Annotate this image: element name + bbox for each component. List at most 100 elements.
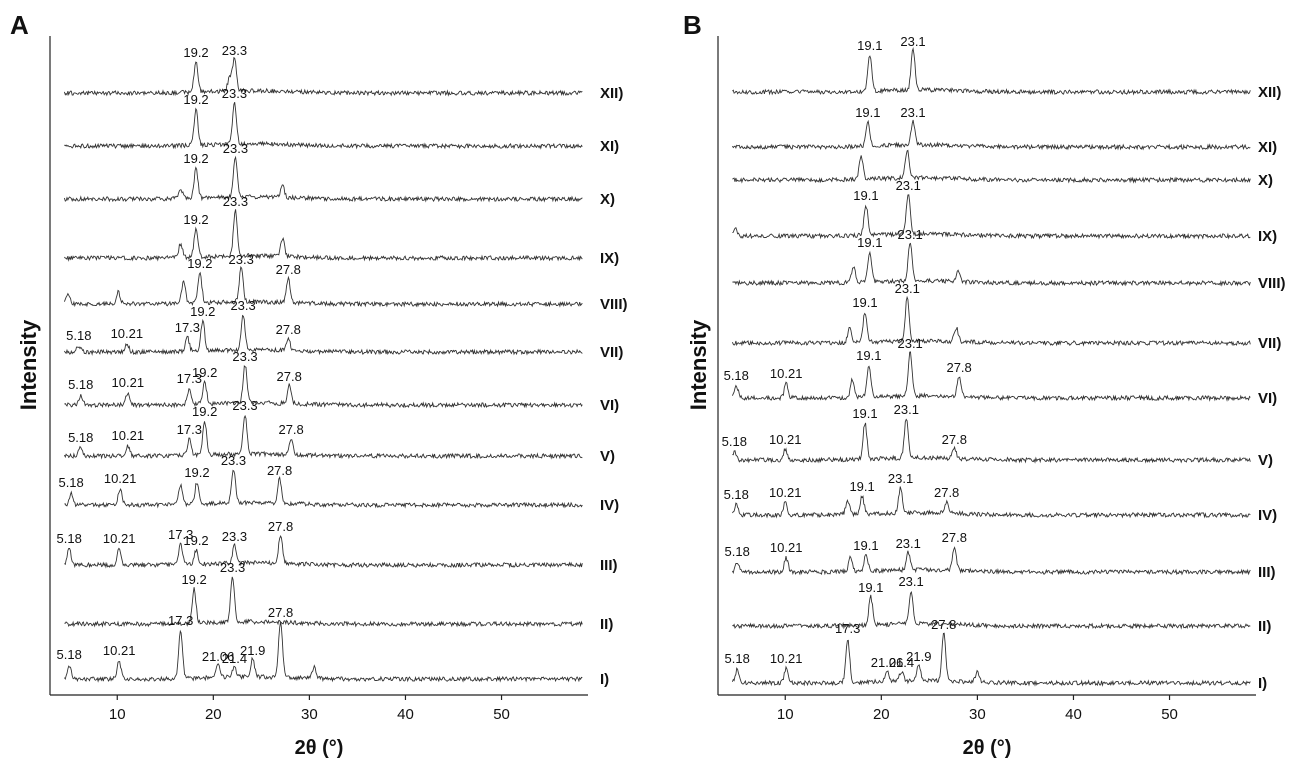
trace-name-label: I): [600, 671, 609, 688]
peak-label: 27.8: [942, 432, 967, 447]
peak-label: 23.3: [222, 43, 247, 58]
peak-label: 5.18: [722, 434, 747, 449]
peak-label: 27.8: [268, 519, 293, 534]
peak-label: 27.8: [931, 617, 956, 632]
x-tick-label: 40: [397, 706, 414, 723]
peak-label: 23.1: [896, 536, 921, 551]
trace-line: [731, 546, 1251, 576]
trace-xi: XI) 19.2 23.3: [64, 86, 619, 155]
trace-xii: XII) 19.2 23.3: [63, 43, 623, 102]
peak-label: 17.3: [177, 371, 202, 386]
peak-label: 23.3: [232, 349, 257, 364]
peak-label: 19.2: [183, 92, 208, 107]
x-axis-label: 2θ (°): [295, 737, 344, 759]
trace-iv: IV) 5.18 10.21 19.2 23.3 27.8: [58, 453, 619, 514]
x-tick-label: 20: [205, 706, 222, 723]
trace-line: [64, 621, 583, 683]
peak-label: 23.3: [229, 252, 254, 267]
peak-label: 27.8: [278, 422, 303, 437]
trace-line: [63, 265, 583, 308]
trace-name-label: VIII): [600, 296, 628, 313]
peak-label: 21.4: [222, 651, 247, 666]
peak-label: 5.18: [724, 368, 749, 383]
trace-iv: IV) 5.18 10.21 19.1 23.1 27.8: [724, 471, 1278, 524]
peak-label: 23.3: [230, 298, 255, 313]
trace-xii: XII) 19.1 23.1: [732, 34, 1281, 101]
peak-label: 10.21: [103, 643, 136, 658]
trace-name-label: V): [1258, 452, 1273, 469]
peak-label: 5.18: [57, 647, 82, 662]
peak-label: 17.3: [177, 422, 202, 437]
x-tick-label: 10: [109, 706, 126, 723]
trace-iii: III) 5.18 10.21 17.319.2 23.3 27.8: [57, 519, 618, 574]
peak-label: 17.3: [168, 527, 193, 542]
trace-name-label: XII): [600, 85, 623, 102]
trace-line: [63, 414, 583, 460]
trace-name-label: XII): [1258, 84, 1281, 101]
trace-name-label: IV): [600, 497, 619, 514]
peak-label: 19.1: [849, 479, 874, 494]
peak-label: 5.18: [66, 328, 91, 343]
trace-name-label: VII): [600, 344, 623, 361]
peak-label: 10.21: [769, 485, 802, 500]
peak-label: 5.18: [58, 475, 83, 490]
peak-label: 5.18: [68, 430, 93, 445]
peak-label: 27.8: [276, 262, 301, 277]
x-tick-label: 20: [873, 706, 890, 723]
peak-label: 21.4: [889, 655, 914, 670]
peak-label: 21.06: [871, 655, 904, 670]
trace-ii: II) 19.2 23.3: [64, 560, 613, 633]
peak-label: 5.18: [725, 651, 750, 666]
peak-label: 19.2: [183, 151, 208, 166]
peak-label: 5.18: [725, 544, 750, 559]
trace-vii: VII) 5.18 10.21 17.319.2 23.3 27.8: [64, 298, 623, 361]
trace-viii: VIII) 19.2 23.3 27.8: [63, 252, 628, 313]
trace-line: [732, 242, 1251, 287]
peak-label: 23.1: [895, 281, 920, 296]
panel-letter: A: [10, 10, 29, 40]
peak-label: 19.1: [855, 105, 880, 120]
peak-label: 19.2: [183, 45, 208, 60]
x-tick-label: 50: [493, 706, 510, 723]
peak-label: 23.3: [222, 86, 247, 101]
peak-label: 10.21: [112, 428, 145, 443]
peak-label: 5.18: [57, 531, 82, 546]
trace-name-label: XI): [600, 138, 619, 155]
peak-label: 19.1: [857, 235, 882, 250]
trace-line: [64, 469, 583, 509]
peak-label: 23.3: [222, 529, 247, 544]
trace-line: [732, 486, 1251, 519]
peak-label: 27.8: [268, 605, 293, 620]
peak-label: 21.06: [202, 649, 235, 664]
peak-label: 19.2: [184, 465, 209, 480]
peak-label: 23.3: [223, 141, 248, 156]
trace-xi: XI) 19.1 23.1: [732, 105, 1277, 156]
trace-name-label: V): [600, 448, 615, 465]
peak-label: 19.2: [190, 304, 215, 319]
y-axis-label: Intensity: [686, 319, 711, 410]
trace-line: [732, 149, 1251, 184]
trace-ii: II) 19.1 23.1: [732, 574, 1271, 635]
trace-line: [64, 576, 583, 628]
trace-name-label: IV): [1258, 507, 1277, 524]
trace-line: [732, 47, 1251, 96]
peak-label: 27.8: [267, 463, 292, 478]
peak-label: 17.3: [175, 320, 200, 335]
trace-name-label: VI): [1258, 390, 1277, 407]
trace-vi: VI) 5.18 10.21 19.1 23.1 27.8: [724, 336, 1278, 407]
peak-label: 27.8: [276, 322, 301, 337]
trace-line: [732, 194, 1251, 240]
peak-label: 10.21: [103, 531, 136, 546]
peak-label: 10.21: [769, 432, 802, 447]
trace-name-label: VIII): [1258, 275, 1286, 292]
trace-line: [731, 295, 1251, 347]
peak-label: 23.1: [888, 471, 913, 486]
peak-label: 10.21: [112, 375, 145, 390]
trace-name-label: VI): [600, 397, 619, 414]
trace-name-label: XI): [1258, 139, 1277, 156]
x-tick-label: 30: [969, 706, 986, 723]
peak-label: 10.21: [104, 471, 137, 486]
